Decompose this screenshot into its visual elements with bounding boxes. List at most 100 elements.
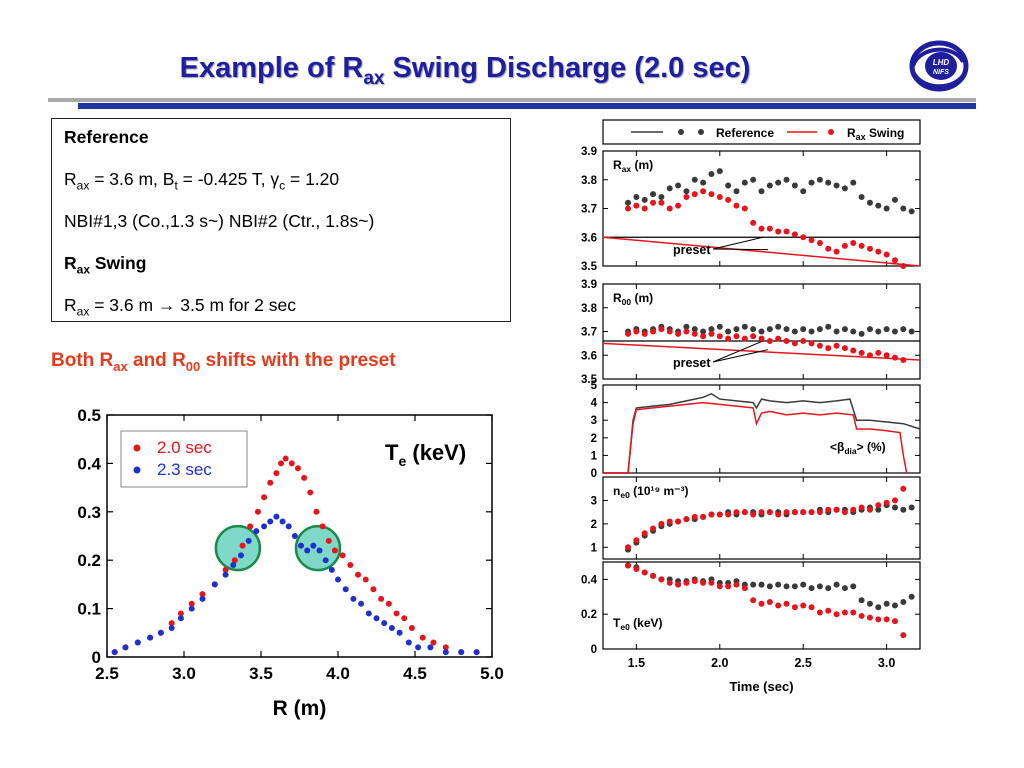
data-point-reference — [683, 323, 690, 330]
data-point-swing — [783, 600, 790, 607]
data-point-swing — [833, 342, 840, 349]
data-point-swing — [841, 609, 848, 616]
x-tick-label: 2.0 — [711, 656, 728, 670]
data-point-swing — [883, 499, 890, 506]
title-sub: ax — [363, 67, 385, 89]
data-point-blue — [199, 595, 206, 602]
x-axis-label: R (m) — [273, 697, 327, 720]
preset-pointer — [712, 248, 769, 251]
data-point-swing — [808, 604, 815, 611]
data-point-red — [430, 639, 437, 646]
data-point-reference — [666, 185, 673, 192]
data-point-reference — [750, 326, 757, 333]
data-point-red — [282, 455, 289, 462]
data-point-swing — [691, 513, 698, 520]
data-point-reference — [800, 326, 807, 333]
data-point-reference — [833, 328, 840, 335]
data-point-swing — [733, 333, 740, 340]
y-tick-label: 0.5 — [77, 406, 101, 425]
data-point-reference — [733, 188, 740, 195]
data-point-swing — [666, 328, 673, 335]
data-point-swing — [758, 225, 765, 232]
data-point-reference — [766, 182, 773, 189]
data-point-swing — [666, 518, 673, 525]
legend-marker — [133, 466, 141, 474]
data-point-swing — [750, 597, 757, 604]
data-point-swing — [741, 205, 748, 212]
data-point-reference — [775, 179, 782, 186]
data-point-swing — [741, 585, 748, 592]
data-point-swing — [708, 191, 715, 198]
y-tick-label: 0.1 — [77, 600, 101, 619]
data-point-blue — [388, 624, 395, 631]
data-point-reference — [716, 168, 723, 175]
data-point-swing — [833, 248, 840, 255]
data-point-swing — [791, 604, 798, 611]
x-tick-label: 3.0 — [172, 664, 196, 683]
panel-frame — [602, 150, 921, 267]
data-point-blue — [134, 639, 141, 646]
data-point-swing — [891, 257, 898, 264]
data-point-swing — [783, 509, 790, 516]
swing-params: Rax = 3.6 m → 3.5 m for 2 sec — [64, 295, 297, 319]
data-point-swing — [683, 328, 690, 335]
data-point-swing — [658, 576, 665, 583]
data-point-reference — [900, 326, 907, 333]
data-point-reference — [808, 585, 815, 592]
legend-marker-reference — [678, 129, 684, 135]
preset-label: preset — [673, 243, 711, 257]
data-point-reference — [775, 323, 782, 330]
title-main: Example of R — [179, 52, 364, 84]
data-point-red — [288, 460, 295, 467]
data-point-reference — [758, 328, 765, 335]
data-point-swing — [666, 205, 673, 212]
data-point-blue — [358, 600, 365, 607]
data-point-swing — [766, 509, 773, 516]
data-point-swing — [866, 614, 873, 621]
data-point-red — [199, 591, 206, 598]
data-point-reference — [700, 328, 707, 335]
data-point-swing — [775, 335, 782, 342]
data-point-reference — [808, 179, 815, 186]
data-point-reference — [908, 328, 915, 335]
data-point-blue — [267, 518, 274, 525]
data-point-red — [378, 595, 385, 602]
data-point-blue — [291, 533, 298, 539]
data-point-reference — [825, 585, 832, 592]
y-tick-label: 2 — [591, 519, 597, 531]
data-point-blue — [328, 566, 335, 573]
y-tick-label: 0.2 — [581, 609, 597, 621]
data-point-reference — [891, 504, 898, 511]
data-point-swing — [758, 600, 765, 607]
data-point-swing — [675, 330, 682, 337]
data-point-swing — [816, 509, 823, 516]
data-point-reference — [625, 199, 632, 206]
data-point-swing — [758, 335, 765, 342]
data-point-reference — [658, 194, 665, 200]
data-point-reference — [633, 194, 640, 200]
data-point-red — [385, 600, 392, 607]
data-point-red — [355, 571, 362, 578]
y-tick-label: 3.9 — [581, 279, 597, 291]
data-point-blue — [177, 615, 184, 622]
data-point-red — [177, 610, 184, 617]
data-point-swing — [816, 609, 823, 616]
data-point-blue — [122, 644, 129, 651]
data-point-swing — [766, 338, 773, 344]
data-point-red — [294, 465, 301, 472]
data-point-swing — [700, 333, 707, 340]
data-point-swing — [883, 352, 890, 359]
data-point-swing — [725, 583, 732, 590]
data-point-blue — [373, 615, 380, 622]
data-point-red — [168, 620, 175, 627]
data-point-swing — [683, 579, 690, 586]
data-point-blue — [237, 552, 244, 559]
data-point-reference — [850, 583, 857, 590]
x-tick-label: 2.5 — [795, 656, 812, 670]
data-point-swing — [875, 502, 882, 509]
data-point-blue — [427, 644, 434, 651]
shift-note: Both Rax and R00 shifts with the preset — [51, 350, 396, 374]
data-point-swing — [850, 240, 857, 246]
panel-label: Te0 (keV) — [613, 616, 663, 632]
data-point-reference — [750, 581, 757, 588]
